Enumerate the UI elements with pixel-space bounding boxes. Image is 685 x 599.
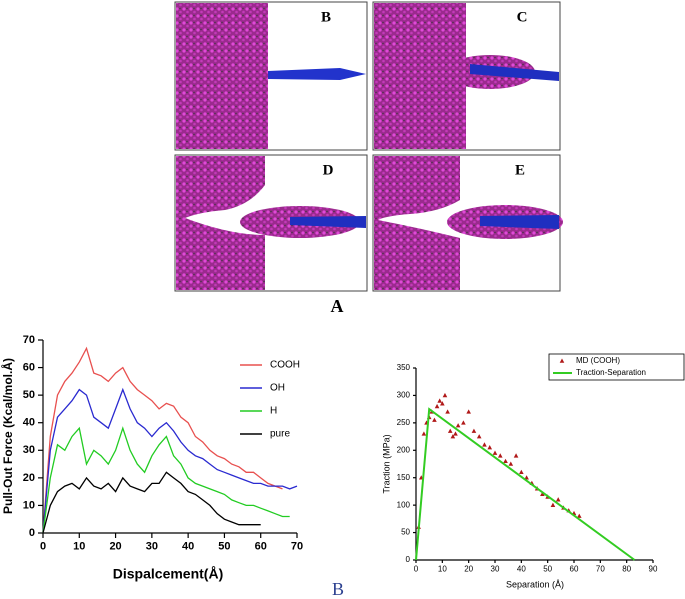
scatter-point xyxy=(519,469,524,475)
x-tick-label: 10 xyxy=(438,565,447,574)
y-tick-label: 250 xyxy=(397,418,411,427)
panel-label: D xyxy=(323,162,334,178)
x-tick-label: 40 xyxy=(517,565,526,574)
x-axis-label: Dispalcement(Å) xyxy=(113,566,223,582)
y-tick-label: 350 xyxy=(397,363,411,372)
y-tick-label: 20 xyxy=(23,472,35,484)
scatter-point xyxy=(476,434,482,439)
y-tick-label: 0 xyxy=(29,527,35,539)
x-tick-label: 0 xyxy=(40,541,46,553)
x-tick-label: 60 xyxy=(570,565,579,574)
series-line xyxy=(415,407,636,561)
scatter-point xyxy=(550,502,556,507)
scatter-point xyxy=(442,392,448,398)
scatter-point xyxy=(497,453,503,458)
x-tick-label: 50 xyxy=(218,541,230,553)
y-axis-label: Traction (MPa) xyxy=(381,434,391,493)
x-tick-label: 50 xyxy=(543,565,552,574)
panel-label: E xyxy=(515,162,525,178)
nanotube xyxy=(290,216,366,228)
scatter-point xyxy=(487,445,493,450)
scatter-point xyxy=(508,461,514,466)
legend-box xyxy=(548,353,685,381)
nanotube xyxy=(480,215,559,229)
panel-label: C xyxy=(517,9,528,25)
matrix xyxy=(176,3,268,149)
x-tick-label: 40 xyxy=(182,541,194,553)
scatter-point xyxy=(421,431,427,436)
legend-label: Traction-Separation xyxy=(576,368,646,377)
matrix xyxy=(374,156,460,290)
x-tick-label: 20 xyxy=(464,565,473,574)
scatter-point xyxy=(555,497,561,502)
x-tick-label: 30 xyxy=(146,541,158,553)
x-tick-label: 10 xyxy=(73,541,85,553)
panel-label: B xyxy=(321,9,331,25)
legend-label: OH xyxy=(270,383,285,394)
scatter-point xyxy=(461,420,466,425)
caption: B xyxy=(332,579,344,599)
x-tick-label: 30 xyxy=(491,565,500,574)
caption: A xyxy=(331,296,344,316)
scatter-point xyxy=(450,434,456,439)
x-axis-label: Separation (Å) xyxy=(506,579,564,589)
series-line xyxy=(42,426,290,534)
y-tick-label: 100 xyxy=(397,500,411,509)
scatter-point xyxy=(437,398,442,403)
scatter-point xyxy=(453,431,458,436)
series-line xyxy=(42,471,261,534)
legend-label: pure xyxy=(270,429,290,440)
nanotube xyxy=(268,68,366,80)
matrix xyxy=(176,156,265,290)
x-tick-label: 70 xyxy=(291,541,303,553)
y-tick-label: 40 xyxy=(23,417,35,429)
scatter-point xyxy=(513,453,519,458)
y-tick-label: 30 xyxy=(23,444,35,456)
y-tick-label: 200 xyxy=(397,445,411,454)
x-tick-label: 90 xyxy=(649,565,658,574)
y-tick-label: 50 xyxy=(401,528,410,537)
y-axis-label: Pull-Out Force (Kcal/mol.Å) xyxy=(0,358,15,514)
scatter-point xyxy=(540,491,545,496)
x-tick-label: 80 xyxy=(622,565,631,574)
scatter-point xyxy=(445,409,450,414)
legend-swatch xyxy=(559,358,565,363)
y-tick-label: 10 xyxy=(23,499,35,511)
scatter-point xyxy=(482,442,487,447)
scatter-point xyxy=(576,513,582,518)
x-tick-label: 20 xyxy=(109,541,121,553)
legend-label: MD (COOH) xyxy=(576,356,620,365)
scatter-point xyxy=(432,417,437,422)
series-line xyxy=(42,346,283,534)
scatter-point xyxy=(440,401,445,406)
scatter-point xyxy=(466,409,471,414)
legend-label: H xyxy=(270,406,277,417)
series-line xyxy=(42,387,298,534)
legend-label: COOH xyxy=(270,360,300,371)
scatter-point xyxy=(471,428,477,433)
scatter-point xyxy=(503,458,508,464)
y-tick-label: 70 xyxy=(23,334,35,346)
x-tick-label: 60 xyxy=(255,541,267,553)
x-tick-label: 70 xyxy=(596,565,605,574)
scatter-point xyxy=(434,403,440,409)
y-tick-label: 60 xyxy=(23,361,35,373)
scatter-point xyxy=(492,450,498,455)
snapshots: B C D E xyxy=(174,1,563,292)
nanotube xyxy=(470,64,559,81)
y-tick-label: 50 xyxy=(23,389,35,401)
scatter-point xyxy=(455,423,461,428)
scatter-point xyxy=(447,428,453,433)
scatter-point xyxy=(524,475,529,480)
y-tick-label: 0 xyxy=(406,555,411,564)
y-tick-label: 300 xyxy=(397,391,411,400)
y-tick-label: 150 xyxy=(397,473,411,482)
x-tick-label: 0 xyxy=(414,565,419,574)
